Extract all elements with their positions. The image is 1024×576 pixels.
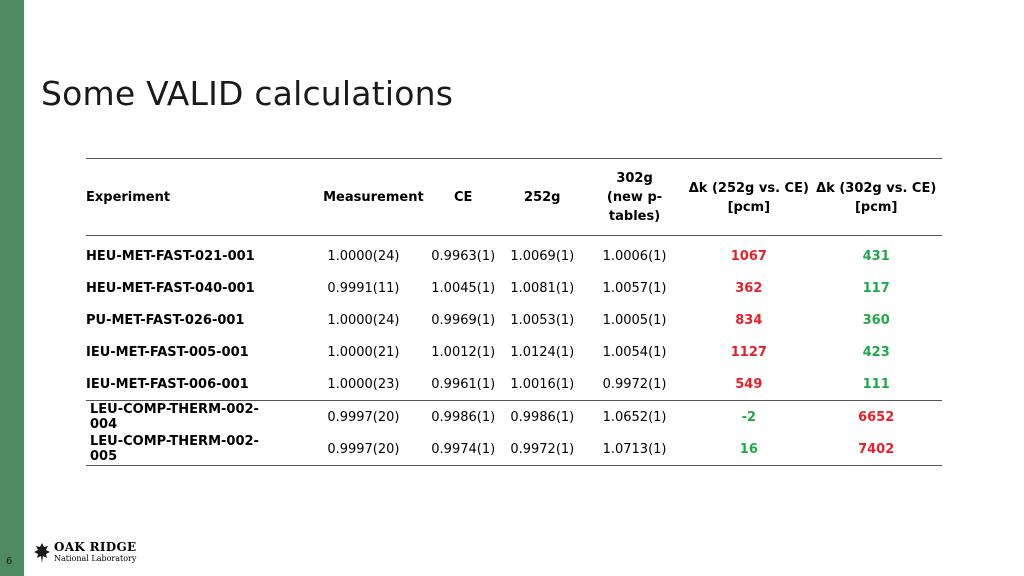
cell-252g: 0.9972(1) <box>502 433 582 466</box>
cell-252g: 0.9986(1) <box>510 409 575 425</box>
cell-ce: 0.9974(1) <box>423 433 503 466</box>
header-measurement: Measurement <box>283 158 424 236</box>
cell-ce: 1.0012(1) <box>431 344 496 360</box>
cell-252g: 1.0081(1) <box>510 280 575 296</box>
cell-252g: 1.0016(1) <box>502 368 582 401</box>
cell-302g: 1.0057(1) <box>602 280 667 296</box>
cell-experiment: HEU-MET-FAST-021-001 <box>86 248 255 264</box>
slide-title: Some VALID calculations <box>41 74 454 113</box>
cell-ce: 1.0045(1) <box>431 280 496 296</box>
header-302g: 302g (new p-tables) <box>581 158 688 236</box>
header-experiment: Experiment <box>86 158 284 236</box>
table-row: LEU-COMP-THERM-002-005 0.9997(20) 0.9974… <box>86 433 942 466</box>
cell-measurement: 0.9991(11) <box>327 280 400 296</box>
cell-measurement: 0.9997(20) <box>327 409 400 425</box>
sidebar-accent <box>0 0 24 576</box>
cell-dk-302g: 423 <box>862 344 890 360</box>
logo-name: OAK RIDGE <box>54 540 137 554</box>
cell-dk-252g: 1067 <box>730 248 767 264</box>
cell-252g: 1.0053(1) <box>510 312 575 328</box>
cell-experiment: PU-MET-FAST-026-001 <box>86 312 245 328</box>
cell-dk-302g: 7402 <box>810 433 942 466</box>
header-dk-302g: Δk (302g vs. CE) [pcm] <box>810 158 942 236</box>
header-dk-302g-line2: [pcm] <box>854 199 898 215</box>
cell-dk-302g: 6652 <box>858 409 895 425</box>
cell-302g: 0.9972(1) <box>581 368 688 401</box>
cell-experiment: HEU-MET-FAST-040-001 <box>86 280 255 296</box>
cell-ce: 0.9969(1) <box>431 312 496 328</box>
logo-subtitle: National Laboratory <box>54 554 137 563</box>
cell-dk-252g: -2 <box>741 409 757 425</box>
cell-dk-252g: 549 <box>687 368 811 401</box>
cell-dk-252g: 834 <box>735 312 763 328</box>
oak-ridge-logo: OAK RIDGE National Laboratory <box>34 540 137 564</box>
header-ce: CE <box>423 158 503 236</box>
cell-ce: 0.9963(1) <box>431 248 496 264</box>
header-302g-line2: (new p-tables) <box>606 190 663 224</box>
cell-dk-252g: 16 <box>687 433 811 466</box>
header-dk-252g: Δk (252g vs. CE) [pcm] <box>687 158 811 236</box>
results-table: Experiment Measurement CE 252g 302g (new… <box>86 158 942 466</box>
cell-302g: 1.0006(1) <box>602 248 667 264</box>
cell-experiment: IEU-MET-FAST-005-001 <box>86 344 249 360</box>
cell-measurement: 1.0000(21) <box>327 344 400 360</box>
header-dk-252g-line1: Δk (252g vs. CE) <box>688 180 809 196</box>
cell-dk-302g: 117 <box>862 280 890 296</box>
cell-ce: 0.9986(1) <box>431 409 496 425</box>
cell-measurement: 1.0000(24) <box>327 312 400 328</box>
cell-252g: 1.0124(1) <box>510 344 575 360</box>
header-dk-252g-line2: [pcm] <box>727 199 771 215</box>
page-number: 6 <box>6 556 13 567</box>
table-row: LEU-COMP-THERM-002-004 0.9997(20) 0.9986… <box>86 401 942 434</box>
table-row: IEU-MET-FAST-005-001 1.0000(21) 1.0012(1… <box>86 336 942 368</box>
cell-experiment: LEU-COMP-THERM-002-005 <box>86 433 284 466</box>
table-row: HEU-MET-FAST-040-001 0.9991(11) 1.0045(1… <box>86 272 942 304</box>
header-252g: 252g <box>502 158 582 236</box>
table-row: HEU-MET-FAST-021-001 1.0000(24) 0.9963(1… <box>86 236 942 273</box>
cell-302g: 1.0054(1) <box>602 344 667 360</box>
cell-252g: 1.0069(1) <box>510 248 575 264</box>
cell-dk-252g: 362 <box>735 280 763 296</box>
header-dk-302g-line1: Δk (302g vs. CE) <box>816 180 937 196</box>
cell-measurement: 0.9997(20) <box>283 433 424 466</box>
table-row: PU-MET-FAST-026-001 1.0000(24) 0.9969(1)… <box>86 304 942 336</box>
cell-measurement: 1.0000(24) <box>327 248 400 264</box>
cell-measurement: 1.0000(23) <box>283 368 424 401</box>
cell-experiment: LEU-COMP-THERM-002-004 <box>90 402 259 432</box>
cell-dk-252g: 1127 <box>730 344 767 360</box>
cell-dk-302g: 360 <box>862 312 890 328</box>
leaf-emblem-icon <box>34 543 50 563</box>
table-row: IEU-MET-FAST-006-001 1.0000(23) 0.9961(1… <box>86 368 942 401</box>
cell-ce: 0.9961(1) <box>423 368 503 401</box>
cell-dk-302g: 431 <box>862 248 890 264</box>
table-header-row: Experiment Measurement CE 252g 302g (new… <box>86 158 942 236</box>
header-302g-line1: 302g <box>616 171 653 186</box>
cell-dk-302g: 111 <box>810 368 942 401</box>
cell-302g: 1.0652(1) <box>602 409 667 425</box>
cell-302g: 1.0713(1) <box>581 433 688 466</box>
cell-experiment: IEU-MET-FAST-006-001 <box>86 368 284 401</box>
cell-302g: 1.0005(1) <box>602 312 667 328</box>
